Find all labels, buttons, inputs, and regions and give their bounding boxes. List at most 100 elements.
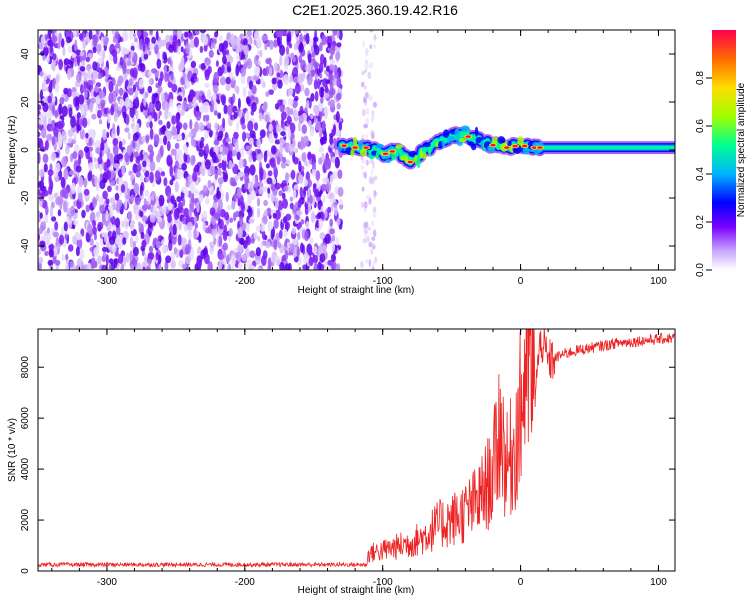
noise-speckle bbox=[177, 234, 182, 246]
noise-speckle bbox=[149, 150, 155, 158]
noise-speckle bbox=[293, 156, 299, 165]
noise-speckle bbox=[135, 144, 140, 153]
noise-speckle bbox=[236, 121, 240, 131]
noise-speckle bbox=[89, 211, 96, 223]
noise-speckle bbox=[48, 82, 53, 94]
noise-speckle bbox=[198, 194, 204, 203]
noise-speckle bbox=[95, 30, 100, 36]
noise-speckle bbox=[290, 52, 295, 59]
noise-speckle bbox=[306, 178, 313, 188]
noise-speckle bbox=[266, 177, 273, 185]
noise-speckle bbox=[68, 107, 73, 119]
noise-speckle bbox=[73, 219, 79, 226]
noise-speckle bbox=[368, 94, 373, 102]
noise-speckle bbox=[119, 98, 124, 109]
noise-speckle bbox=[85, 132, 89, 139]
noise-speckle bbox=[273, 132, 278, 139]
noise-speckle bbox=[61, 130, 67, 142]
snr-ylabel: SNR (10 * v/v) bbox=[7, 418, 18, 482]
noise-speckle bbox=[307, 187, 311, 198]
noise-speckle bbox=[298, 160, 302, 173]
noise-speckle bbox=[307, 201, 312, 213]
noise-speckle bbox=[121, 165, 125, 177]
noise-speckle bbox=[332, 171, 338, 180]
noise-speckle bbox=[203, 185, 208, 194]
noise-speckle bbox=[87, 118, 91, 127]
noise-speckle bbox=[222, 259, 227, 265]
noise-speckle bbox=[58, 234, 65, 245]
noise-speckle bbox=[289, 243, 295, 254]
x-tick-label: -300 bbox=[97, 276, 117, 287]
noise-speckle bbox=[194, 222, 198, 229]
noise-speckle bbox=[288, 98, 294, 106]
noise-speckle bbox=[313, 61, 319, 69]
spectrogram-xlabel: Height of straight line (km) bbox=[298, 285, 415, 296]
noise-speckle bbox=[100, 141, 105, 151]
noise-speckle bbox=[205, 197, 210, 206]
noise-speckle bbox=[91, 129, 96, 139]
noise-speckle bbox=[51, 35, 58, 44]
noise-speckle bbox=[56, 120, 64, 130]
noise-speckle bbox=[369, 30, 374, 33]
noise-speckle bbox=[195, 105, 200, 112]
noise-speckle bbox=[300, 136, 304, 146]
noise-speckle bbox=[365, 117, 370, 126]
noise-speckle bbox=[47, 259, 54, 266]
noise-speckle bbox=[374, 175, 378, 181]
noise-speckle bbox=[296, 246, 300, 258]
noise-speckle bbox=[367, 160, 372, 165]
noise-speckle bbox=[364, 221, 369, 229]
noise-speckle bbox=[320, 183, 327, 192]
noise-speckle bbox=[95, 193, 100, 202]
signal-blob bbox=[395, 144, 404, 149]
noise-speckle bbox=[85, 56, 91, 63]
noise-speckle bbox=[264, 42, 268, 51]
noise-speckle bbox=[113, 112, 118, 123]
noise-speckle bbox=[183, 122, 188, 131]
noise-speckle bbox=[171, 83, 178, 93]
noise-speckle bbox=[125, 113, 130, 126]
noise-speckle bbox=[315, 120, 321, 131]
noise-speckle bbox=[149, 128, 154, 140]
noise-speckle bbox=[167, 191, 171, 204]
noise-speckle bbox=[120, 263, 125, 270]
noise-speckle bbox=[259, 129, 266, 139]
noise-speckle bbox=[209, 103, 214, 113]
noise-speckle bbox=[149, 121, 153, 129]
signal-blob bbox=[454, 128, 460, 138]
noise-speckle bbox=[313, 38, 317, 50]
noise-speckle bbox=[198, 233, 202, 243]
noise-speckle bbox=[303, 30, 309, 34]
noise-speckle bbox=[204, 253, 210, 265]
noise-speckle bbox=[63, 221, 68, 232]
noise-speckle bbox=[329, 63, 335, 71]
noise-speckle bbox=[75, 73, 82, 83]
noise-speckle bbox=[268, 89, 274, 95]
noise-speckle bbox=[65, 144, 70, 155]
noise-speckle bbox=[336, 263, 341, 270]
colorbar-tick-label: 0.6 bbox=[695, 119, 706, 133]
noise-speckle bbox=[230, 79, 236, 89]
noise-speckle bbox=[318, 147, 324, 153]
noise-speckle bbox=[183, 224, 188, 232]
noise-speckle bbox=[361, 133, 365, 140]
signal-peak bbox=[504, 146, 510, 149]
noise-speckle bbox=[96, 147, 101, 155]
noise-speckle bbox=[230, 255, 236, 267]
signal-peak bbox=[352, 146, 358, 149]
noise-speckle bbox=[141, 135, 147, 143]
noise-speckle bbox=[247, 120, 254, 132]
noise-speckle bbox=[98, 90, 105, 99]
noise-speckle bbox=[223, 146, 229, 156]
noise-speckle bbox=[307, 53, 312, 64]
noise-speckle bbox=[166, 121, 171, 129]
noise-speckle bbox=[168, 65, 175, 72]
noise-speckle bbox=[54, 221, 59, 231]
noise-speckle bbox=[73, 30, 77, 38]
noise-speckle bbox=[102, 190, 108, 200]
noise-speckle bbox=[118, 87, 124, 97]
noise-speckle bbox=[61, 105, 68, 117]
noise-speckle bbox=[106, 158, 111, 168]
noise-speckle bbox=[88, 30, 93, 40]
noise-speckle bbox=[108, 263, 112, 270]
